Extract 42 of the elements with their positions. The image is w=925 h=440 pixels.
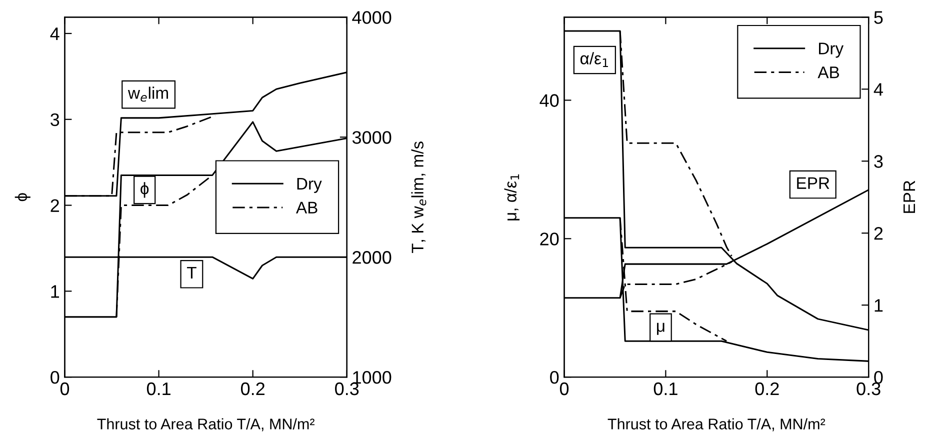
x-axis-title: Thrust to Area Ratio T/A, MN/m²	[97, 418, 314, 432]
x-tick-label: 0.2	[240, 382, 264, 396]
y-tick-label: 20	[540, 232, 559, 246]
legend-label: Dry	[819, 42, 844, 58]
x-tick-label: 0.1	[654, 382, 678, 396]
y-axis-title: μ, α/ε$_{1}$	[504, 174, 520, 220]
annotation: μ	[657, 322, 664, 335]
x-tick-label: 0.3	[856, 382, 880, 396]
y2-axis-title: T, K w$_{e}$lim, m/s	[411, 142, 426, 253]
x-axis-title: Thrust to Area Ratio T/A, MN/m²	[608, 418, 826, 432]
y2-tick-label: 4	[874, 83, 883, 96]
y-axis-title: ϕ	[140, 182, 149, 198]
x-tick-label: 0.2	[755, 382, 779, 396]
legend-label: Dry	[297, 178, 322, 193]
y2-axis-title: EPR	[797, 177, 830, 189]
x-tick-label: 0.3	[335, 382, 359, 396]
y2-tick-label: 3000	[352, 131, 392, 144]
y2-tick-label: 2000	[352, 251, 392, 264]
y2-tick-label: 3	[874, 155, 883, 168]
y2-tick-label: 2	[874, 227, 883, 240]
y-tick-label: 40	[540, 94, 559, 107]
y2-tick-label: 5	[874, 11, 883, 24]
legend-label: AB	[296, 202, 318, 214]
annotation: α/ε$_{1}$	[580, 52, 608, 67]
y-tick-label: 0	[550, 371, 559, 384]
annotation: T	[186, 266, 196, 278]
y2-tick-label: 1000	[353, 371, 392, 384]
x-tick-label: 0	[60, 382, 70, 396]
annotation: w$_{e}$lim	[128, 86, 168, 102]
y-tick-label: 1	[51, 285, 60, 298]
text: ϕ	[14, 193, 30, 202]
y-tick-label: 2	[50, 199, 59, 212]
text: EPR	[904, 180, 915, 213]
x-tick-label: 0.1	[146, 382, 170, 396]
y-tick-label: 4	[50, 28, 60, 40]
y-tick-label: 0	[50, 371, 60, 384]
y2-tick-label: 1	[874, 299, 883, 312]
x-tick-label: 0	[560, 382, 569, 396]
legend-label: AB	[818, 66, 840, 78]
y-tick-label: 3	[50, 113, 60, 126]
y2-tick-label: 4000	[352, 11, 392, 24]
y2-tick-label: 0	[874, 371, 883, 384]
